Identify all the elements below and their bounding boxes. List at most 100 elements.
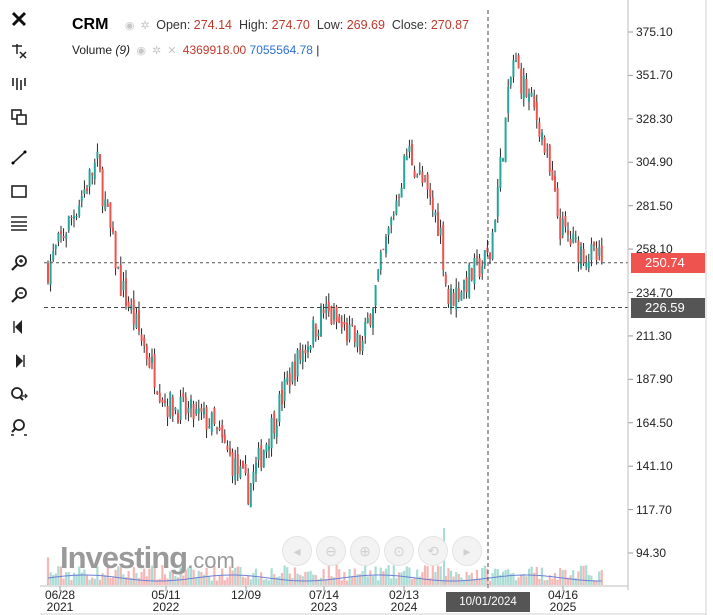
candle-body [270,417,273,449]
zoom-reset-tool[interactable] [8,384,30,406]
candle-body [101,168,104,207]
volume-gear-icon[interactable]: ✲ [152,45,162,57]
volume-bar [579,565,583,585]
volume-ma-value: 7055564.78 [249,43,313,57]
volume-bar [397,572,401,585]
volume-bar [70,580,73,585]
candle-body [197,408,200,414]
volume-bar [582,565,585,585]
candle-body [574,237,577,240]
volume-bar [109,577,112,585]
scroll-right-tool[interactable] [8,350,30,372]
volume-bar [309,570,312,585]
volume-bar [241,576,245,585]
volume-bar [234,567,237,585]
volume-bar [143,568,146,585]
volume-bar [273,574,276,585]
y-tick-label: 164.50 [636,415,673,430]
copy-chart-tool[interactable] [8,106,30,128]
zoom-fit-tool[interactable] [8,416,30,438]
rectangle-tool[interactable] [8,180,30,202]
volume-bar [343,571,346,585]
volume-bar [338,569,341,585]
candle-body [60,231,62,235]
volume-bar [202,574,206,585]
x-tick: 06/28 2021 [35,589,85,613]
volume-bar [340,580,343,585]
candle-body [541,132,543,140]
volume-bar [270,568,273,585]
volume-bar [239,566,242,585]
candle-body [325,304,328,314]
candle-body [538,122,541,137]
zoom-in-nav-button[interactable]: ⊕ [350,536,380,566]
volume-eye-icon[interactable]: ◉ [136,45,146,57]
trend-line-tool[interactable] [8,146,30,168]
x-tick-label: 07/14 [308,588,340,602]
volume-bar [166,578,169,585]
crosshair-date-tag: 10/01/2024 [446,592,530,612]
scroll-right-nav-button[interactable]: ▸ [452,536,482,566]
zoom-out-tool[interactable] [8,284,30,306]
volume-bar [158,578,161,585]
fibonacci-tool[interactable] [8,212,30,234]
magnet-tool[interactable] [8,74,30,96]
scroll-right-icon [16,354,25,368]
candle-body [346,322,348,342]
crosshair-delete-tool[interactable] [8,40,30,62]
candle-body [356,333,359,347]
candle-body [216,427,218,429]
volume-bar [587,575,590,585]
candle-body [483,250,486,266]
volume-bar [169,571,172,585]
candle-body [439,227,442,236]
candle-body [382,248,385,250]
candle-body [535,102,538,120]
volume-bar [104,575,107,585]
volume-bar [176,577,180,585]
candle-body [281,389,283,405]
volume-cursor: | [316,43,320,57]
close-tool[interactable] [8,8,30,30]
volume-bar [130,577,133,585]
candle-body [57,232,60,242]
candle-body [600,245,603,262]
candle-body [504,117,507,163]
volume-bar [447,568,450,585]
zoom-in-tool[interactable] [8,252,30,274]
y-tick-label: 258.10 [636,242,673,257]
candle-body [236,454,239,475]
candle-body [444,274,447,284]
scroll-left-tool[interactable] [8,316,30,338]
open-value: 274.14 [193,18,233,32]
candle-body [533,95,536,108]
settings-gear-icon[interactable]: ✲ [140,20,150,32]
volume-bar [286,567,289,585]
candle-body [398,196,400,198]
volume-bar [377,580,380,585]
visibility-eye-icon[interactable]: ◉ [124,20,135,32]
volume-bar [179,567,182,585]
zoom-nav-button[interactable]: ⊙ [384,536,414,566]
zoom-reset-icon [11,387,28,401]
candle-body [473,258,476,284]
candle-body [593,241,595,247]
volume-bar [319,577,323,585]
candle-body [125,278,127,306]
volume-bar [322,568,325,585]
volume-bar [423,565,427,585]
candle-body [114,231,117,269]
reset-nav-button[interactable]: ⟲ [418,536,448,566]
scroll-left-nav-button[interactable]: ◂ [282,536,312,566]
candle-body [223,434,226,443]
volume-close-icon[interactable]: ✕ [167,45,177,57]
volume-value: 4369918.00 [182,43,247,57]
x-tick-label: 04/16 [547,588,579,602]
zoom-out-nav-button[interactable]: ⊖ [316,536,346,566]
x-tick: 12/09 [221,589,271,601]
volume-bar [83,569,86,585]
volume-bar [481,567,484,585]
volume-bar [507,569,510,585]
